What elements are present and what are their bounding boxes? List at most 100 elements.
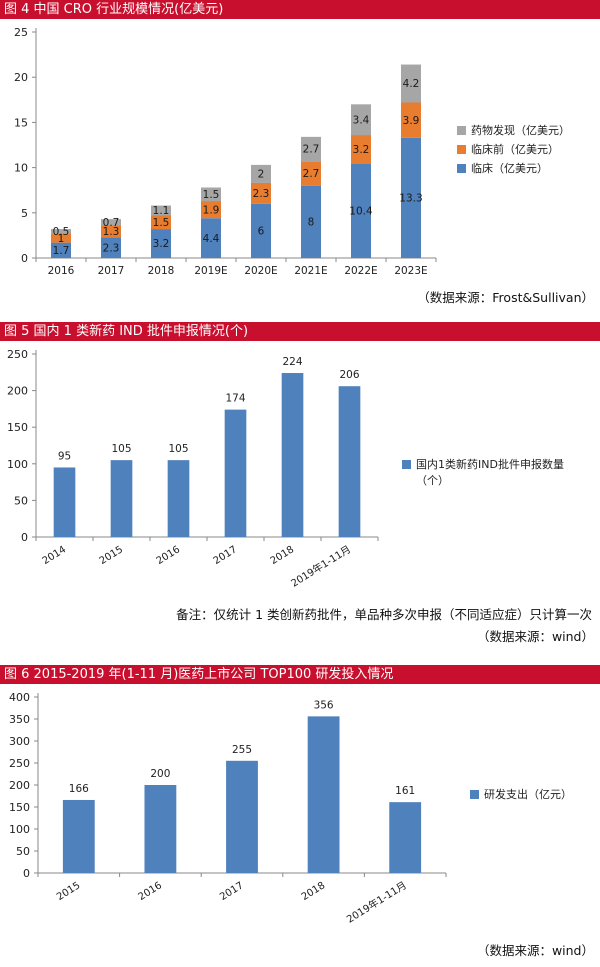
data-label: 206 [339,369,359,381]
y-tick-label: 15 [14,116,28,129]
x-category-label: 2018 [300,880,327,903]
bar [351,135,371,164]
legend-swatch [402,460,411,469]
y-tick-label: 25 [14,26,28,39]
data-label: 95 [58,450,71,462]
x-category-label: 2018 [148,265,175,277]
data-label: 1.3 [103,226,120,238]
data-label: 10.4 [349,206,373,218]
data-label: 6 [258,226,265,238]
x-category-label: 2017 [218,880,245,903]
bar [389,802,422,873]
data-label: 1.9 [203,204,220,216]
legend-label: 临床前（亿美元） [471,142,559,156]
bar [301,185,321,258]
data-label: 2 [258,169,265,181]
figure5-title-banner: 图 5 国内 1 类新药 IND 批件申报情况(个) [0,322,600,341]
data-label: 2.3 [253,188,270,200]
bar [201,201,221,219]
bar [307,716,340,873]
y-tick-label: 0 [21,252,28,265]
y-tick-label: 20 [14,71,28,84]
bar [351,104,371,136]
bar [251,164,271,183]
data-label: 1.5 [203,189,220,201]
y-tick-label: 400 [9,691,30,704]
data-label: 200 [150,768,170,780]
bar [401,64,421,103]
x-category-label: 2022E [344,265,377,277]
figure5-source: （数据来源：wind） [476,629,594,644]
x-category-label: 2014 [41,544,68,567]
figure6-source: （数据来源：wind） [476,943,594,958]
y-tick-label: 10 [14,162,28,175]
data-label: 255 [232,744,252,756]
y-tick-label: 350 [9,713,30,726]
bar [151,229,171,258]
legend-label: 临床（亿美元） [471,161,548,175]
bar [151,205,171,216]
y-tick-label: 50 [16,845,30,858]
legend-label-line1: 国内1类新药IND批件申报数量 [416,457,564,471]
bar [201,218,221,258]
bar [51,229,71,234]
x-category-label: 2016 [48,265,75,277]
y-tick-label: 0 [21,531,28,544]
data-label: 0.5 [53,226,70,238]
bar [53,467,76,537]
data-label: 4.2 [403,78,420,90]
data-label: 13.3 [399,193,422,205]
bar [101,225,121,238]
y-tick-label: 100 [9,823,30,836]
figure6-title-banner: 图 6 2015-2019 年(1-11 月)医药上市公司 TOP100 研发投… [0,665,600,684]
data-label: 1 [58,233,65,245]
data-label: 2.3 [103,242,120,254]
x-category-label: 2015 [55,880,82,903]
y-tick-label: 200 [9,779,30,792]
data-label: 3.9 [403,115,420,127]
x-category-label: 2017 [98,265,125,277]
figure4-title-banner: 图 4 中国 CRO 行业规模情况(亿美元) [0,0,600,19]
data-label: 166 [69,783,89,795]
bar [281,373,304,537]
y-tick-label: 250 [7,348,28,361]
bar [301,136,321,162]
bar [62,799,95,873]
data-label: 1.5 [153,217,170,229]
bar [401,102,421,138]
data-label: 3.2 [353,144,370,156]
bar [167,460,190,537]
x-category-label: 2019年1-11月 [344,879,409,926]
bar [51,242,71,258]
bar [251,203,271,258]
x-category-label: 2023E [394,265,427,277]
data-label: 4.4 [203,233,220,245]
legend-label-line2: （个） [416,474,449,487]
legend-swatch [457,145,466,154]
bar [401,137,421,258]
rd-investment-chart: 0 50 100 150 200 250 300 350 400 166 2015 200 2016 25… [9,691,572,926]
y-tick-label: 150 [7,421,28,434]
data-label: 224 [282,356,302,368]
bar [110,460,133,537]
x-category-label: 2020E [244,265,277,277]
data-label: 2.7 [303,168,320,180]
data-label: 3.2 [153,238,170,250]
x-category-label: 2017 [212,544,239,567]
legend-label: 药物发现（亿美元） [471,123,570,137]
legend-swatch [457,164,466,173]
figure5-note: 备注：仅统计 1 类创新药批件，单品种多次申报（不同适应症）只计算一次 [176,607,592,622]
data-label: 1.1 [153,205,170,217]
x-category-label: 2015 [98,544,125,567]
bar [224,409,247,537]
legend-swatch [457,126,466,135]
data-label: 356 [314,699,334,711]
data-label: 3.4 [353,114,370,126]
y-tick-label: 150 [9,801,30,814]
bar [301,161,321,186]
figure4-source: （数据来源：Frost&Sullivan） [417,290,594,305]
x-category-label: 2019E [194,265,227,277]
data-label: 8 [308,217,315,229]
data-label: 174 [225,393,245,405]
bar [144,785,177,873]
